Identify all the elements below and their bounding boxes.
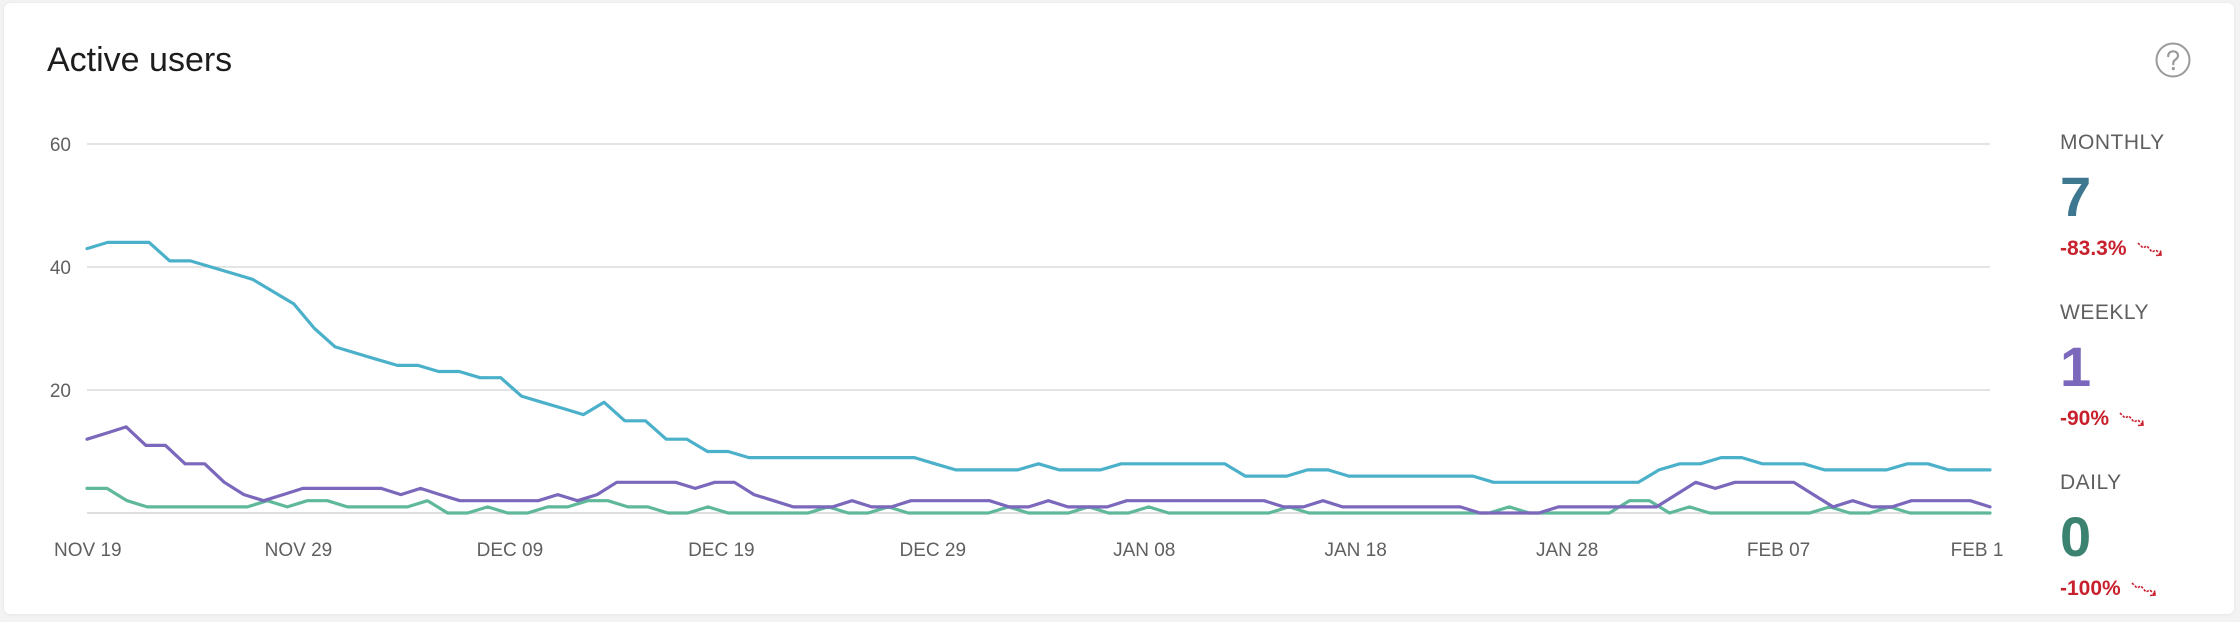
x-tick-label: NOV 29 xyxy=(265,540,333,561)
stat-label: WEEKLY xyxy=(2060,301,2149,324)
x-tick-label: NOV 19 xyxy=(54,540,122,561)
y-tick-label: 20 xyxy=(50,381,71,402)
x-tick-label: DEC 19 xyxy=(688,540,755,561)
active-users-card: Active users 20 40 60 NOV 19 NOV 29 DEC 09 DE… xyxy=(4,3,2234,614)
trend-down-icon xyxy=(2119,412,2144,427)
y-tick-label: 60 xyxy=(50,135,71,156)
x-tick-label: JAN 08 xyxy=(1113,540,1175,561)
x-tick-label: JAN 18 xyxy=(1325,540,1387,561)
series-line-monthly xyxy=(85,240,1992,484)
stat-weekly: WEEKLY 1 -90% xyxy=(2060,301,2149,431)
stat-value: 0 xyxy=(2060,505,2092,568)
x-tick-label: JAN 28 xyxy=(1536,540,1598,561)
y-tick-label: 40 xyxy=(50,258,71,279)
x-tick-label: DEC 09 xyxy=(477,540,544,561)
stat-label: MONTHLY xyxy=(2060,131,2165,154)
stat-change: -100% xyxy=(2060,577,2157,601)
stat-monthly: MONTHLY 7 -83.3% xyxy=(2060,131,2165,261)
active-users-chart: 20 40 60 NOV 19 NOV 29 DEC 09 DEC 19 DEC 29 JAN… xyxy=(50,135,2004,561)
stat-change-text: -100% xyxy=(2060,577,2121,600)
stat-change-text: -90% xyxy=(2060,407,2110,430)
stat-daily: DAILY 0 -100% xyxy=(2060,471,2157,601)
stats-panel: MONTHLY 7 -83.3% WEEKLY 1 -90% xyxy=(2060,3,2220,614)
x-axis-ticks: NOV 19 NOV 29 DEC 09 DEC 19 DEC 29 JAN 08 JAN … xyxy=(54,540,2004,561)
x-tick-label: FEB 17 xyxy=(1951,540,2004,561)
stat-change: -90% xyxy=(2060,407,2149,431)
stat-change-text: -83.3% xyxy=(2060,237,2127,260)
trend-down-icon xyxy=(2136,242,2162,257)
stat-label: DAILY xyxy=(2060,471,2122,494)
stat-value: 7 xyxy=(2060,165,2092,228)
x-tick-label: DEC 29 xyxy=(900,540,967,561)
series-line-daily xyxy=(85,486,1992,515)
trend-down-icon xyxy=(2131,582,2156,597)
card-title: Active users xyxy=(47,41,233,79)
x-tick-label: FEB 07 xyxy=(1747,540,1810,561)
stat-value: 1 xyxy=(2060,335,2092,398)
stat-change: -83.3% xyxy=(2060,237,2165,261)
series-line-weekly xyxy=(85,425,1992,515)
grid-lines xyxy=(87,143,1990,514)
question-mark-icon[interactable] xyxy=(2154,41,2192,79)
series-lines xyxy=(85,240,1992,515)
y-axis-ticks: 20 40 60 xyxy=(50,135,71,402)
